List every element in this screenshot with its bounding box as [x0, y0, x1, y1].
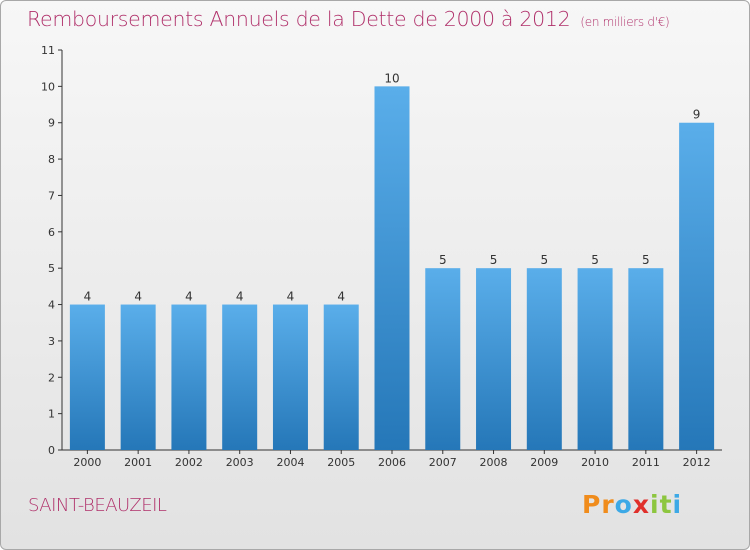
y-tick-label: 8 [48, 153, 55, 166]
logo-letter: x [632, 490, 650, 519]
y-tick-label: 3 [48, 335, 55, 348]
logo-letter: t [659, 490, 673, 519]
bar-value-label: 5 [642, 253, 650, 267]
y-tick-label: 1 [48, 408, 55, 421]
x-tick-label: 2007 [429, 456, 457, 469]
y-tick-label: 2 [48, 371, 55, 384]
bar [628, 268, 664, 450]
y-tick-label: 4 [48, 299, 55, 312]
x-tick-label: 2009 [530, 456, 558, 469]
bar [272, 304, 308, 450]
x-tick-label: 2002 [175, 456, 203, 469]
y-tick-label: 10 [41, 80, 55, 93]
y-tick-label: 6 [48, 226, 55, 239]
logo-letter: P [582, 490, 602, 519]
bar-value-label: 5 [439, 253, 447, 267]
y-tick-label: 7 [48, 189, 55, 202]
logo-letter: r [601, 490, 615, 519]
logo-letter: o [614, 490, 633, 519]
chart-bars [69, 86, 715, 451]
bar [120, 304, 156, 450]
bar [476, 268, 512, 450]
x-tick-label: 2003 [226, 456, 254, 469]
bar [526, 268, 562, 450]
bar [171, 304, 207, 450]
chart-title: Remboursements Annuels de la Dette de 20… [27, 7, 670, 31]
bar-value-label: 10 [384, 71, 399, 85]
bar-value-label: 5 [490, 253, 498, 267]
bar-value-label: 4 [236, 290, 244, 304]
y-tick-label: 5 [48, 262, 55, 275]
bar-value-label: 4 [185, 290, 193, 304]
x-tick-label: 2001 [124, 456, 152, 469]
chart-data-labels: 4 4 4 4 4 4 10 5 5 5 5 5 9 [84, 71, 701, 303]
bar [323, 304, 359, 450]
x-tick-label: 2012 [683, 456, 711, 469]
bar [374, 86, 410, 450]
y-tick-label: 11 [41, 44, 55, 57]
bar-value-label: 4 [337, 290, 345, 304]
bar-value-label: 4 [84, 290, 92, 304]
bar-value-label: 5 [540, 253, 548, 267]
x-tick-label: 2004 [276, 456, 304, 469]
bar-value-label: 5 [591, 253, 599, 267]
logo-letter: i [650, 490, 660, 519]
x-tick-label: 2006 [378, 456, 406, 469]
proxiti-logo: Proxiti [582, 490, 682, 519]
bar [222, 304, 258, 450]
y-tick-label: 0 [48, 444, 55, 457]
bar-value-label: 4 [287, 290, 295, 304]
bar [679, 122, 715, 451]
x-tick-label: 2000 [73, 456, 101, 469]
chart-subtitle: (en milliers d'€) [580, 15, 670, 29]
x-tick-label: 2008 [480, 456, 508, 469]
x-tick-label: 2011 [632, 456, 660, 469]
bar-value-label: 9 [693, 108, 701, 122]
chart-title-text: Remboursements Annuels de la Dette de 20… [27, 7, 571, 31]
bar [69, 304, 105, 450]
bar [425, 268, 461, 450]
x-tick-label: 2010 [581, 456, 609, 469]
bar [577, 268, 613, 450]
bar-value-label: 4 [134, 290, 142, 304]
y-tick-label: 9 [48, 117, 55, 130]
commune-name: SAINT-BEAUZEIL [28, 495, 167, 516]
logo-letter: i [672, 490, 683, 519]
x-tick-label: 2005 [327, 456, 355, 469]
